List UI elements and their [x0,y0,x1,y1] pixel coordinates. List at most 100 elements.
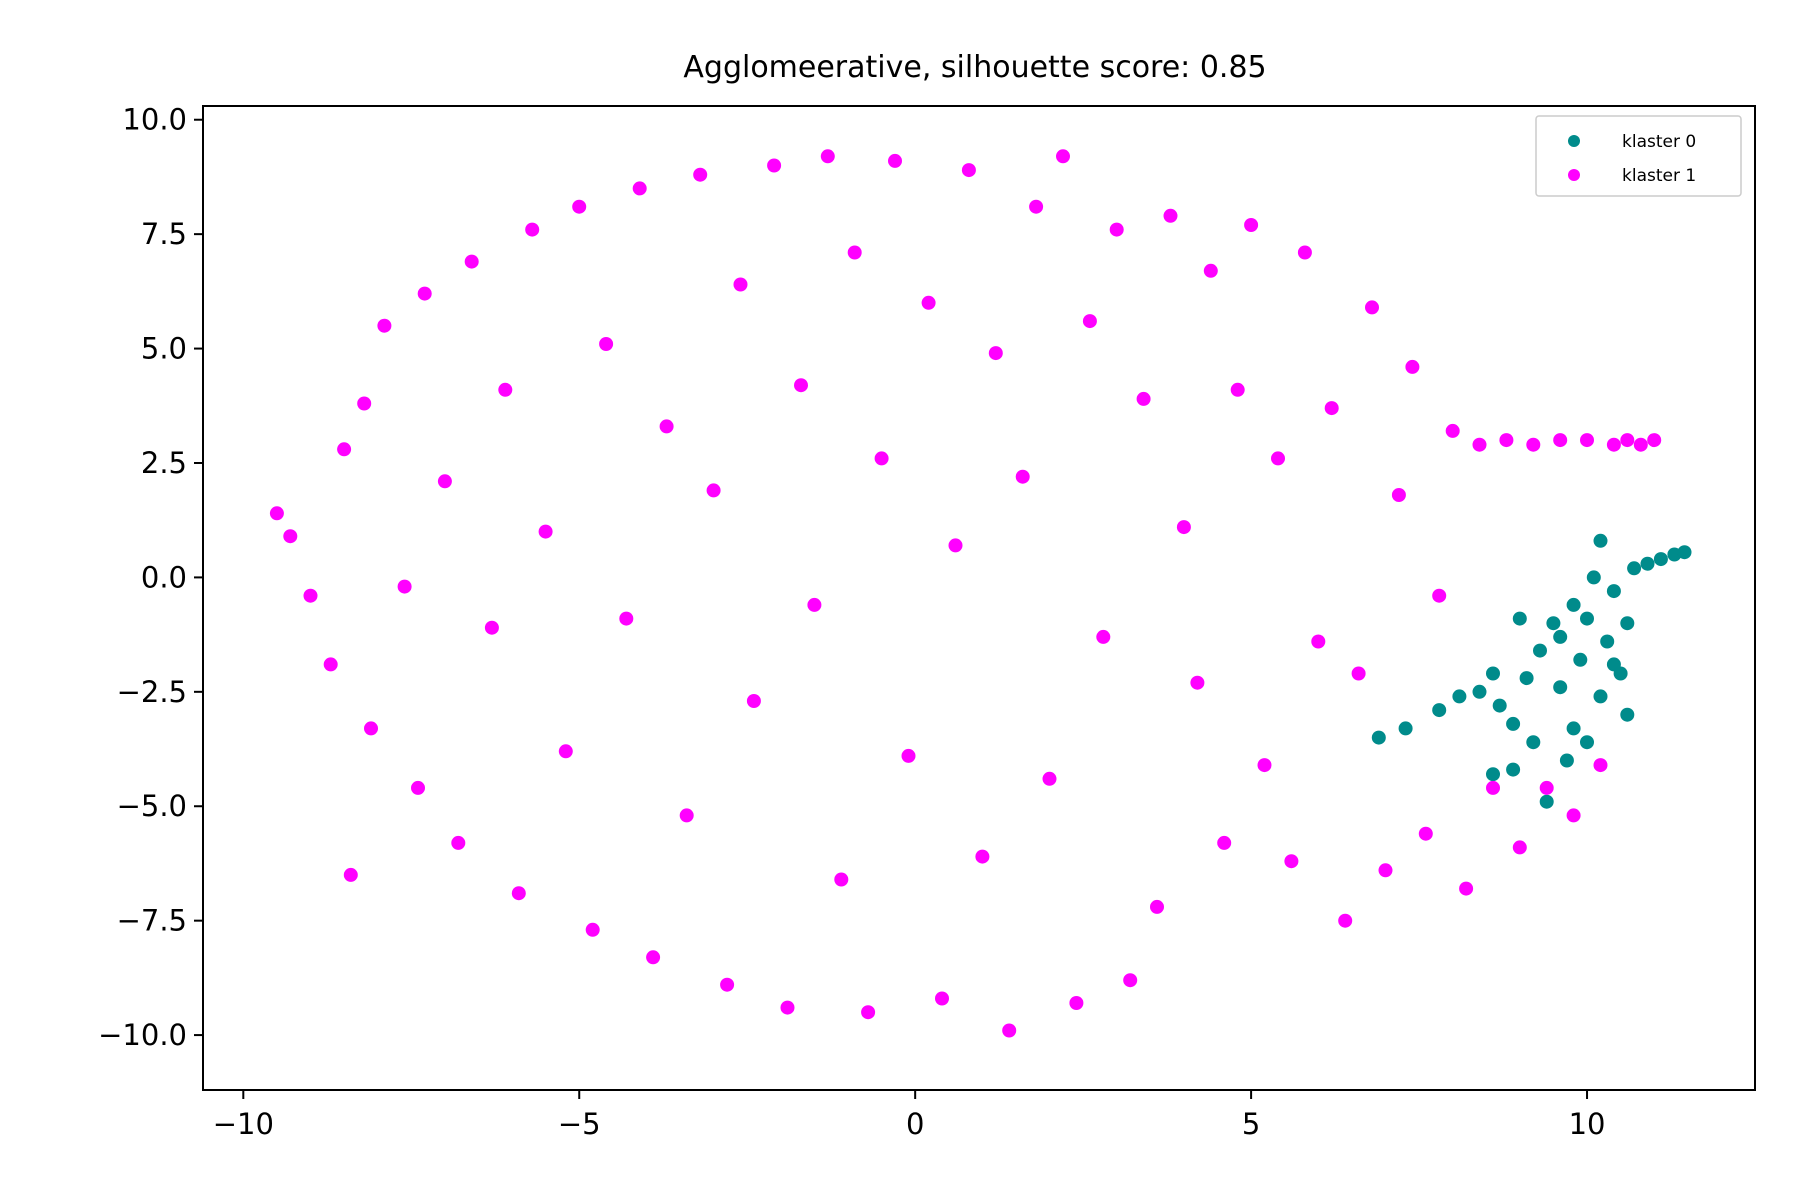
scatter-point [1593,758,1608,773]
scatter-point [343,867,358,882]
scatter-point [1653,552,1668,567]
legend-marker-klaster-0 [1568,135,1580,147]
scatter-point [1553,433,1568,448]
scatter-point [1677,545,1692,560]
scatter-point [1526,735,1541,750]
scatter-point [1600,634,1615,649]
scatter-point [646,950,661,965]
scatter-point [303,588,318,603]
scatter-point [1566,721,1581,736]
y-tick-label: 0.0 [141,560,187,594]
scatter-point [411,780,425,795]
scatter-point [1580,433,1594,448]
scatter-point [1539,794,1554,809]
scatter-point [921,295,936,310]
scatter-point [1042,771,1057,786]
scatter-point [1459,881,1474,896]
scatter-point [1553,680,1568,695]
scatter-point [1405,359,1420,374]
scatter-point [733,277,748,292]
scatter-point [1002,1023,1017,1038]
scatter-point [323,657,338,672]
scatter-point [1351,666,1366,681]
scatter-point [1539,780,1554,795]
scatter-point [1338,913,1353,928]
scatter-point [1096,629,1111,644]
scatter-point [1472,684,1487,699]
scatter-point [1176,520,1191,535]
scatter-point [1486,666,1500,681]
scatter-point [1163,208,1178,223]
scatter-point [1586,570,1601,585]
scatter-point [1311,634,1326,649]
scatter-point [437,474,452,489]
scatter-point [498,382,513,397]
scatter-point [720,977,735,992]
x-tick-label: 10 [1569,1107,1606,1141]
scatter-point [364,721,378,736]
scatter-point [874,451,889,466]
scatter-point [1391,488,1406,502]
x-axis: −10 −5 0 5 10 [213,1090,1606,1141]
scatter-point [1580,611,1594,626]
scatter-point [706,483,721,498]
scatter-point [1512,611,1527,626]
scatter-point [1620,616,1635,631]
y-tick-label: −10.0 [98,1018,187,1052]
scatter-point [1553,629,1568,644]
scatter-point [1432,588,1447,603]
y-tick-label: −2.5 [117,675,187,709]
scatter-point [1486,767,1500,782]
plot-frame [202,105,1756,1091]
scatter-point [283,529,298,544]
scatter-point [337,442,352,457]
scatter-point [357,396,372,411]
y-tick-label: 10.0 [122,103,187,137]
scatter-point [1566,808,1581,823]
scatter-point [1432,703,1447,718]
y-tick-label: 5.0 [141,332,187,366]
scatter-point [1533,643,1547,658]
scatter-point [1257,758,1272,773]
scatter-point [659,419,674,434]
scatter-point [1472,437,1487,452]
scatter-point [746,694,761,708]
scatter-point [585,922,600,937]
legend-marker-klaster-1 [1568,169,1580,181]
scatter-point [1378,863,1393,878]
scatter-point [767,158,782,173]
scatter-point [807,597,822,612]
scatter-point [780,1000,795,1015]
scatter-point [1506,716,1521,731]
scatter-point [1244,218,1259,232]
scatter-point [1056,149,1070,164]
scatter-point [538,524,553,539]
scatter-point [377,318,392,333]
scatter-point [417,286,432,301]
scatter-point [397,579,412,594]
y-axis: 10.0 7.5 5.0 2.5 0.0 −2.5 −5.0 −7.5 −10.0 [98,103,203,1052]
scatter-point [1627,561,1642,576]
scatter-point [1069,996,1084,1010]
x-tick-label: 5 [1242,1107,1260,1141]
scatter-point [1506,762,1521,777]
legend-label-klaster-0: klaster 0 [1622,132,1696,152]
scatter-point [1566,597,1581,612]
scatter-point [619,611,634,626]
scatter-point [1620,433,1635,448]
scatter-point [1217,835,1232,850]
scatter-point [1136,391,1151,406]
scatter-point [269,506,284,521]
scatter-point [1271,451,1285,466]
scatter-point [1486,780,1500,795]
scatter-point [1230,382,1245,397]
scatter-point [961,163,976,178]
scatter-point [464,254,479,269]
scatter-point [693,167,708,182]
y-tick-label: 7.5 [141,217,187,251]
x-tick-label: 0 [906,1107,924,1141]
scatter-point [1324,401,1339,416]
scatter-point [1297,245,1312,260]
series-klaster-1 [269,149,1662,1038]
scatter-point [1620,707,1635,722]
